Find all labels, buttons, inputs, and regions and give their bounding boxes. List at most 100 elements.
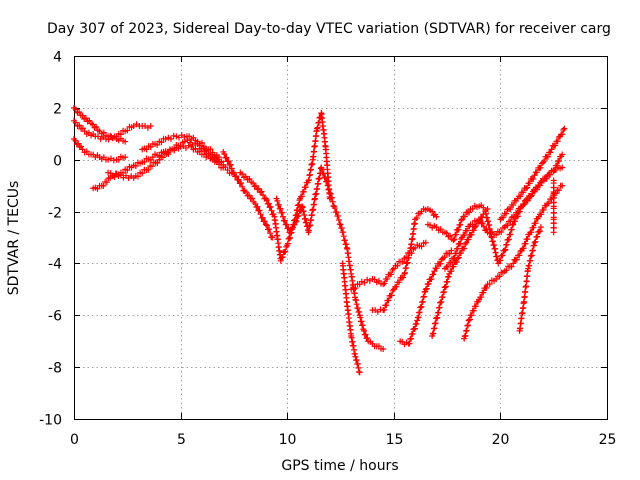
data-point (326, 186, 333, 193)
data-point (505, 236, 512, 243)
data-point (314, 125, 321, 132)
data-point (105, 156, 112, 163)
data-point (431, 268, 438, 275)
data-point (360, 327, 367, 334)
data-point (520, 245, 527, 252)
data-point (82, 115, 89, 122)
data-point (358, 318, 365, 325)
data-point (384, 275, 391, 282)
data-point (453, 250, 460, 257)
data-point (79, 146, 86, 153)
data-point (468, 312, 475, 319)
data-point (263, 197, 270, 204)
series-arc9 (273, 164, 387, 352)
data-point (458, 217, 465, 224)
series-arc7 (220, 148, 276, 241)
data-point (249, 195, 256, 202)
data-point (361, 279, 368, 286)
data-point (507, 231, 514, 238)
data-point (548, 146, 555, 153)
data-point (526, 180, 533, 187)
data-point (473, 222, 480, 229)
data-point (340, 229, 347, 236)
data-point (472, 303, 479, 310)
data-point (168, 135, 175, 142)
data-point (124, 167, 131, 174)
data-point (262, 195, 269, 202)
data-point (362, 331, 369, 338)
data-point (322, 174, 329, 181)
data-point (531, 172, 538, 179)
data-point (154, 141, 161, 148)
x-axis-label: GPS time / hours (281, 458, 398, 474)
data-point (364, 334, 371, 341)
data-point (522, 185, 529, 192)
data-point (355, 364, 362, 371)
data-point (354, 360, 361, 367)
data-point (117, 131, 124, 138)
data-point (340, 233, 347, 240)
data-point (274, 197, 281, 204)
data-point (327, 190, 334, 197)
series-arc17 (461, 182, 566, 342)
data-point (260, 192, 267, 199)
data-point (228, 165, 235, 172)
data-point (335, 216, 342, 223)
data-point (529, 190, 536, 197)
data-point (502, 246, 509, 253)
data-point (224, 167, 231, 174)
data-point (413, 215, 420, 222)
data-point (468, 231, 475, 238)
data-point (545, 200, 552, 207)
data-point (447, 232, 454, 239)
data-point (556, 187, 563, 194)
data-point (243, 189, 250, 196)
data-point (238, 179, 245, 186)
data-point (561, 125, 568, 132)
data-point (298, 193, 305, 200)
data-point (463, 327, 470, 334)
series-arc21 (550, 177, 557, 236)
data-point (510, 221, 517, 228)
data-point (547, 171, 554, 178)
data-point (536, 182, 543, 189)
data-point (453, 258, 460, 265)
data-point (461, 231, 468, 238)
data-point (93, 123, 100, 130)
data-point (493, 231, 500, 238)
data-point (469, 221, 476, 228)
data-point (483, 284, 490, 291)
data-point (147, 144, 154, 151)
data-point (414, 317, 421, 324)
data-point (524, 235, 531, 242)
data-point (422, 286, 429, 293)
data-point (451, 254, 458, 261)
data-point (270, 211, 277, 218)
data-point (300, 188, 307, 195)
series-arc6 (139, 132, 222, 161)
data-point (185, 142, 192, 149)
data-point (319, 166, 326, 173)
data-point (192, 145, 199, 152)
data-point (445, 273, 452, 280)
data-point (524, 197, 531, 204)
series-arc13 (397, 247, 455, 348)
data-point (418, 243, 425, 250)
data-point (478, 294, 485, 301)
data-point (239, 171, 246, 178)
data-point (380, 281, 387, 288)
data-point (393, 283, 400, 290)
data-point (181, 133, 188, 140)
data-point (446, 250, 453, 257)
data-point (514, 213, 521, 220)
data-point (256, 207, 263, 214)
data-point (279, 253, 286, 260)
data-point (250, 180, 257, 187)
data-point (147, 123, 154, 130)
data-point (83, 148, 90, 155)
data-point (364, 276, 371, 283)
data-point (422, 239, 429, 246)
data-point (413, 320, 420, 327)
data-point (532, 220, 539, 227)
data-point (353, 297, 360, 304)
